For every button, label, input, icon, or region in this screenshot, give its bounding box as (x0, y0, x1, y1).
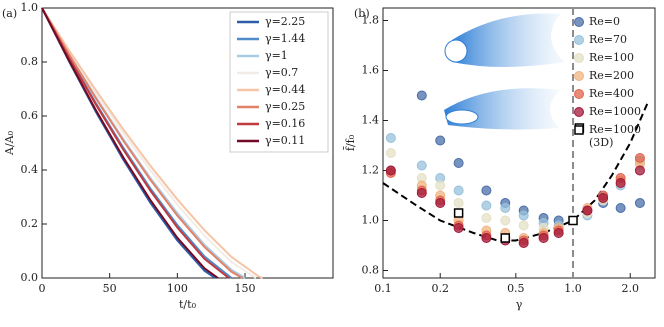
legend-label: Re=1000 (3D) (589, 123, 641, 149)
data-point (453, 223, 464, 233)
data-point (518, 210, 529, 221)
legend-label: Re=70 (589, 33, 627, 46)
legend-label: γ=0.16 (265, 117, 305, 130)
x-tick-label: 2.0 (621, 282, 639, 295)
data-line (41, 7, 246, 279)
legend-label: γ=2.25 (265, 15, 305, 28)
data-point (553, 228, 564, 238)
x-tick-label: 0.2 (431, 282, 449, 295)
data-point (615, 203, 626, 213)
data-point (481, 185, 492, 196)
x-axis-label: γ (516, 298, 523, 311)
legend-marker (574, 35, 584, 45)
y-tick-label: 0.8 (21, 55, 39, 68)
y-tick-label: 1.4 (362, 114, 380, 127)
x-tick-label: 0.5 (507, 282, 525, 295)
data-point (435, 180, 446, 191)
data-point (518, 220, 529, 231)
y-tick-label: 0.8 (362, 264, 380, 277)
plot-frame (41, 7, 334, 279)
data-line (41, 7, 219, 279)
data-point (615, 178, 626, 188)
data-point (500, 203, 511, 213)
data-point (453, 198, 464, 208)
x-axis-label: t/t₀ (179, 298, 197, 311)
y-axis-label: f̄/f₀ (344, 134, 357, 151)
data-point (416, 188, 427, 198)
data-point (453, 185, 464, 196)
data-point (582, 205, 593, 216)
data-point (500, 215, 511, 226)
legend-label: Re=400 (589, 87, 634, 100)
data-point (538, 233, 549, 243)
data-point (385, 148, 396, 158)
y-tick-label: 1.0 (362, 214, 380, 227)
data-point (435, 135, 446, 146)
data-point (481, 213, 492, 223)
data-point (453, 158, 464, 168)
x-tick-label: 0.1 (374, 282, 392, 295)
data-point (634, 198, 645, 208)
panel-label: (b) (354, 7, 370, 20)
data-line (41, 7, 233, 279)
x-tick-label: 1.0 (564, 282, 582, 295)
y-tick-label: 0.6 (21, 109, 39, 122)
data-point (385, 165, 396, 176)
legend-marker (574, 125, 584, 135)
data-line (41, 7, 257, 279)
legend-label: Re=0 (589, 15, 620, 28)
data-square (568, 215, 578, 226)
legend-marker (574, 71, 584, 81)
y-tick-label: 0.4 (21, 163, 39, 176)
data-point (518, 238, 529, 248)
data-square (453, 208, 464, 218)
data-point (634, 165, 645, 176)
data-line (41, 7, 263, 279)
y-tick-label: 1.6 (362, 64, 380, 77)
y-axis-label: A/A₀ (3, 130, 16, 156)
legend-label: γ=1.44 (265, 32, 305, 45)
legend-label: γ=1 (265, 49, 288, 62)
legend-label: γ=0.11 (265, 134, 305, 147)
y-tick-label: 0.2 (21, 217, 39, 230)
y-tick-label: 1.0 (21, 1, 39, 14)
y-tick-label: 1.8 (362, 14, 380, 27)
data-point (598, 193, 609, 203)
panel-label: (a) (2, 7, 17, 20)
data-point (416, 160, 427, 171)
legend-frame (229, 11, 329, 153)
y-tick-label: 0.0 (21, 271, 39, 284)
data-square (500, 233, 511, 243)
legend-marker (574, 53, 584, 63)
legend-marker (574, 107, 584, 117)
legend-label: Re=200 (589, 69, 634, 82)
data-line (41, 7, 230, 279)
legend-marker (574, 17, 584, 27)
x-tick-label: 0 (39, 282, 46, 295)
x-tick-label: 100 (167, 282, 188, 295)
plot-frame (382, 7, 656, 279)
legend-label: Re=1000 (589, 105, 641, 118)
legend-label: γ=0.25 (265, 100, 305, 113)
data-point (385, 133, 396, 143)
data-point (634, 153, 645, 163)
inset-flow-images (444, 13, 565, 130)
data-point (435, 198, 446, 208)
data-point (416, 90, 427, 101)
legend-label: γ=0.7 (265, 66, 298, 79)
legend-label: Re=100 (589, 51, 634, 64)
data-point (481, 200, 492, 211)
data-line (41, 7, 243, 279)
x-tick-label: 50 (103, 282, 117, 295)
data-point (481, 233, 492, 243)
legend-label: γ=0.44 (265, 83, 305, 96)
y-tick-label: 1.2 (362, 164, 380, 177)
legend-marker (574, 89, 584, 99)
x-tick-label: 150 (235, 282, 256, 295)
